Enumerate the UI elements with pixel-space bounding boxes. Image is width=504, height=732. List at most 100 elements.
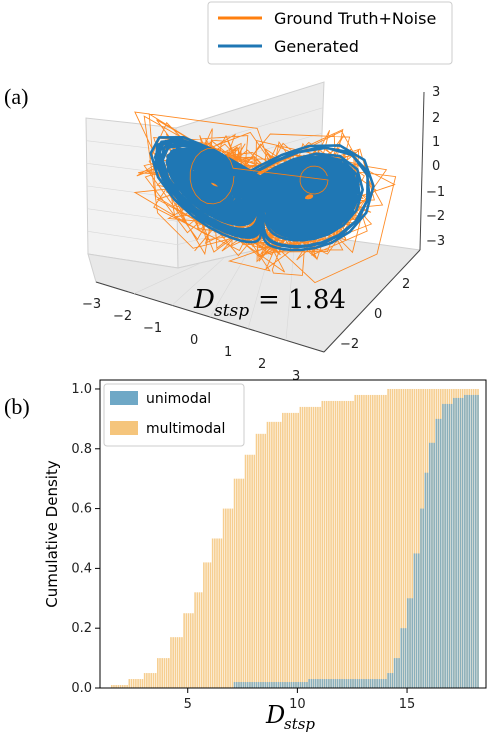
- bar-multimodal: [141, 679, 144, 688]
- bar-unimodal: [339, 679, 341, 688]
- bar-multimodal: [402, 388, 405, 688]
- bar-unimodal: [358, 679, 361, 688]
- annotation-var: D: [193, 285, 215, 315]
- bar-unimodal: [293, 682, 295, 688]
- bar-unimodal: [437, 418, 440, 688]
- bar-multimodal: [271, 421, 273, 688]
- x-axis-label: D stsp: [265, 701, 315, 732]
- bar-multimodal: [343, 400, 346, 688]
- bar-multimodal: [139, 679, 142, 688]
- bar-multimodal: [363, 394, 365, 688]
- bar-unimodal: [389, 673, 392, 688]
- bar-multimodal: [314, 406, 317, 688]
- bar-multimodal: [222, 508, 225, 688]
- legend-label-unimodal: unimodal: [146, 391, 211, 407]
- y-tick-label: 0: [374, 307, 382, 322]
- bar-multimodal: [128, 679, 131, 688]
- bar-multimodal: [137, 679, 139, 688]
- bar-unimodal: [363, 679, 365, 688]
- bar-multimodal: [356, 394, 359, 688]
- bar-multimodal: [396, 388, 398, 688]
- bar-unimodal: [378, 679, 381, 688]
- bar-multimodal: [119, 685, 122, 688]
- bar-multimodal: [203, 562, 205, 688]
- bar-multimodal: [132, 679, 135, 688]
- bar-multimodal: [319, 406, 321, 688]
- bar-multimodal: [152, 673, 155, 688]
- bar-multimodal: [330, 400, 332, 688]
- bar-multimodal: [325, 400, 328, 688]
- x-tick-label: 0: [190, 333, 198, 348]
- annotation-subscript: stsp: [214, 301, 249, 321]
- bar-unimodal: [472, 394, 475, 688]
- bar-multimodal: [244, 454, 247, 688]
- x-tick-label: 5: [184, 697, 192, 712]
- bar-unimodal: [332, 679, 335, 688]
- bar-unimodal: [457, 397, 460, 688]
- panel-b-ticks: 5 10 15 0.0 0.2 0.4 0.6 0.8 1.0: [71, 382, 415, 712]
- bar-multimodal: [225, 508, 227, 688]
- bar-unimodal: [404, 628, 407, 688]
- bar-multimodal: [167, 658, 170, 688]
- plot-frame: [99, 379, 487, 689]
- grid-line: [171, 257, 225, 306]
- bar-multimodal: [262, 433, 264, 688]
- bar-multimodal: [194, 592, 196, 688]
- bar-multimodal: [117, 685, 120, 688]
- bar-multimodal: [290, 412, 293, 688]
- bar-multimodal: [216, 538, 218, 688]
- bar-unimodal: [400, 628, 403, 688]
- bar-multimodal: [273, 421, 275, 688]
- bar-unimodal: [407, 598, 409, 688]
- x-tick-label: −1: [143, 321, 162, 336]
- bar-multimodal: [176, 637, 179, 688]
- bar-unimodal: [398, 658, 400, 688]
- dstsp-annotation: D stsp = 1.84: [193, 285, 346, 321]
- bar-unimodal: [448, 403, 451, 688]
- bar-multimodal: [310, 406, 313, 688]
- bar-multimodal: [198, 592, 201, 688]
- bar-multimodal: [130, 679, 133, 688]
- bar-unimodal: [255, 682, 258, 688]
- bar-unimodal: [374, 679, 376, 688]
- bar-unimodal: [380, 679, 383, 688]
- bar-unimodal: [468, 394, 471, 688]
- bar-multimodal: [418, 388, 420, 688]
- bar-multimodal: [189, 613, 192, 688]
- bar-unimodal: [411, 598, 414, 688]
- bar-unimodal: [319, 679, 321, 688]
- bar-multimodal: [277, 421, 280, 688]
- bar-multimodal: [174, 637, 177, 688]
- bar-multimodal: [227, 508, 229, 688]
- bar-unimodal: [350, 679, 352, 688]
- grid-line: [285, 241, 295, 341]
- bar-multimodal: [150, 673, 153, 688]
- bar-multimodal: [181, 637, 183, 688]
- bar-multimodal: [365, 394, 367, 688]
- bar-unimodal: [321, 679, 324, 688]
- z-axis-line: [419, 91, 425, 251]
- bar-unimodal: [464, 394, 466, 688]
- bar-unimodal: [290, 682, 293, 688]
- bar-unimodal: [299, 682, 302, 688]
- bar-multimodal: [115, 685, 117, 688]
- bar-unimodal: [455, 397, 457, 688]
- bar-unimodal: [253, 682, 256, 688]
- bar-multimodal: [411, 388, 414, 688]
- bar-unimodal: [275, 682, 278, 688]
- grid-line: [86, 185, 178, 199]
- bar-unimodal: [424, 472, 427, 688]
- y-axis-label: Cumulative Density: [43, 460, 61, 608]
- bar-unimodal: [264, 682, 267, 688]
- bar-multimodal: [192, 613, 194, 688]
- bar-unimodal: [257, 682, 260, 688]
- bar-unimodal: [444, 403, 446, 688]
- bar-unimodal: [312, 679, 315, 688]
- cdf-bars: [110, 388, 479, 688]
- bar-multimodal: [251, 454, 253, 688]
- bar-multimodal: [183, 613, 185, 688]
- bar-multimodal: [409, 388, 411, 688]
- bar-multimodal: [389, 388, 392, 688]
- bar-unimodal: [341, 679, 343, 688]
- bar-unimodal: [306, 682, 308, 688]
